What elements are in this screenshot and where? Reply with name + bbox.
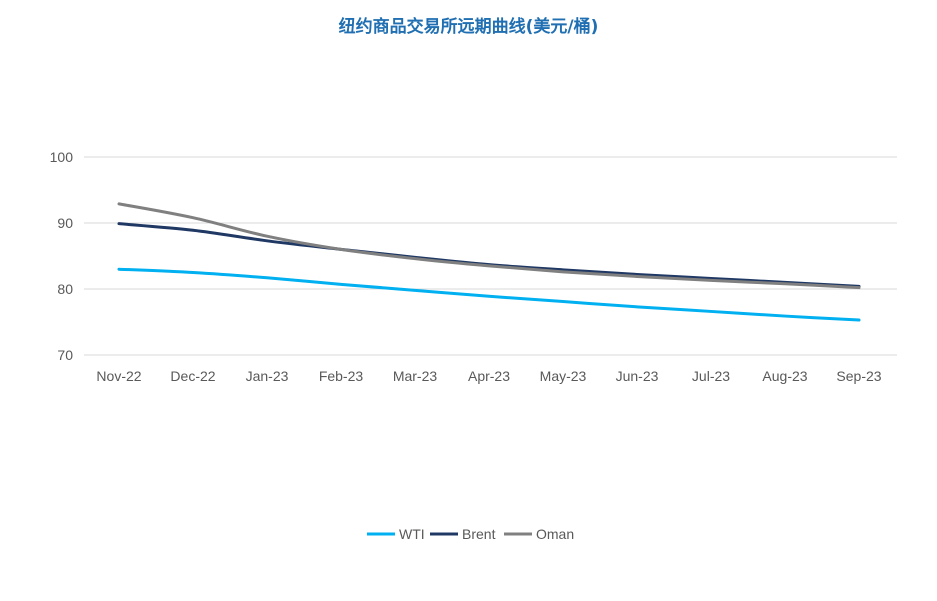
x-tick-label: Dec-22: [170, 368, 215, 384]
x-tick-label: Feb-23: [319, 368, 364, 384]
legend-label: Brent: [462, 526, 496, 542]
x-tick-label: Jul-23: [692, 368, 730, 384]
x-tick-label: Jan-23: [246, 368, 289, 384]
y-tick-label: 80: [57, 281, 73, 297]
x-tick-label: Jun-23: [616, 368, 659, 384]
y-tick-label: 100: [50, 149, 74, 165]
series-line-brent: [117, 222, 861, 288]
grid-lines: [84, 156, 897, 356]
x-tick-label: Sep-23: [836, 368, 881, 384]
legend-label: WTI: [399, 526, 425, 542]
chart-title: 纽约商品交易所远期曲线(美元/桶): [338, 17, 599, 37]
x-tick-label: Mar-23: [393, 368, 438, 384]
x-tick-label: Apr-23: [468, 368, 510, 384]
x-axis-tick-labels: Nov-22 Dec-22 Jan-23 Feb-23 Mar-23 Apr-23 May-…: [96, 368, 881, 384]
legend-label: Oman: [536, 526, 574, 542]
legend-entry-brent: Brent: [430, 526, 496, 542]
legend-entry-oman: Oman: [504, 526, 574, 542]
x-tick-label: Aug-23: [762, 368, 807, 384]
x-tick-label: Nov-22: [96, 368, 141, 384]
series-lines: [117, 202, 861, 322]
legend: WTI Brent Oman: [367, 526, 574, 542]
series-line-oman: [117, 202, 861, 290]
y-axis-tick-labels: 70 80 90 100: [50, 149, 74, 363]
legend-entry-wti: WTI: [367, 526, 425, 542]
y-tick-label: 70: [57, 347, 73, 363]
series-line-wti: [117, 267, 861, 322]
y-tick-label: 90: [57, 215, 73, 231]
x-tick-label: May-23: [540, 368, 587, 384]
